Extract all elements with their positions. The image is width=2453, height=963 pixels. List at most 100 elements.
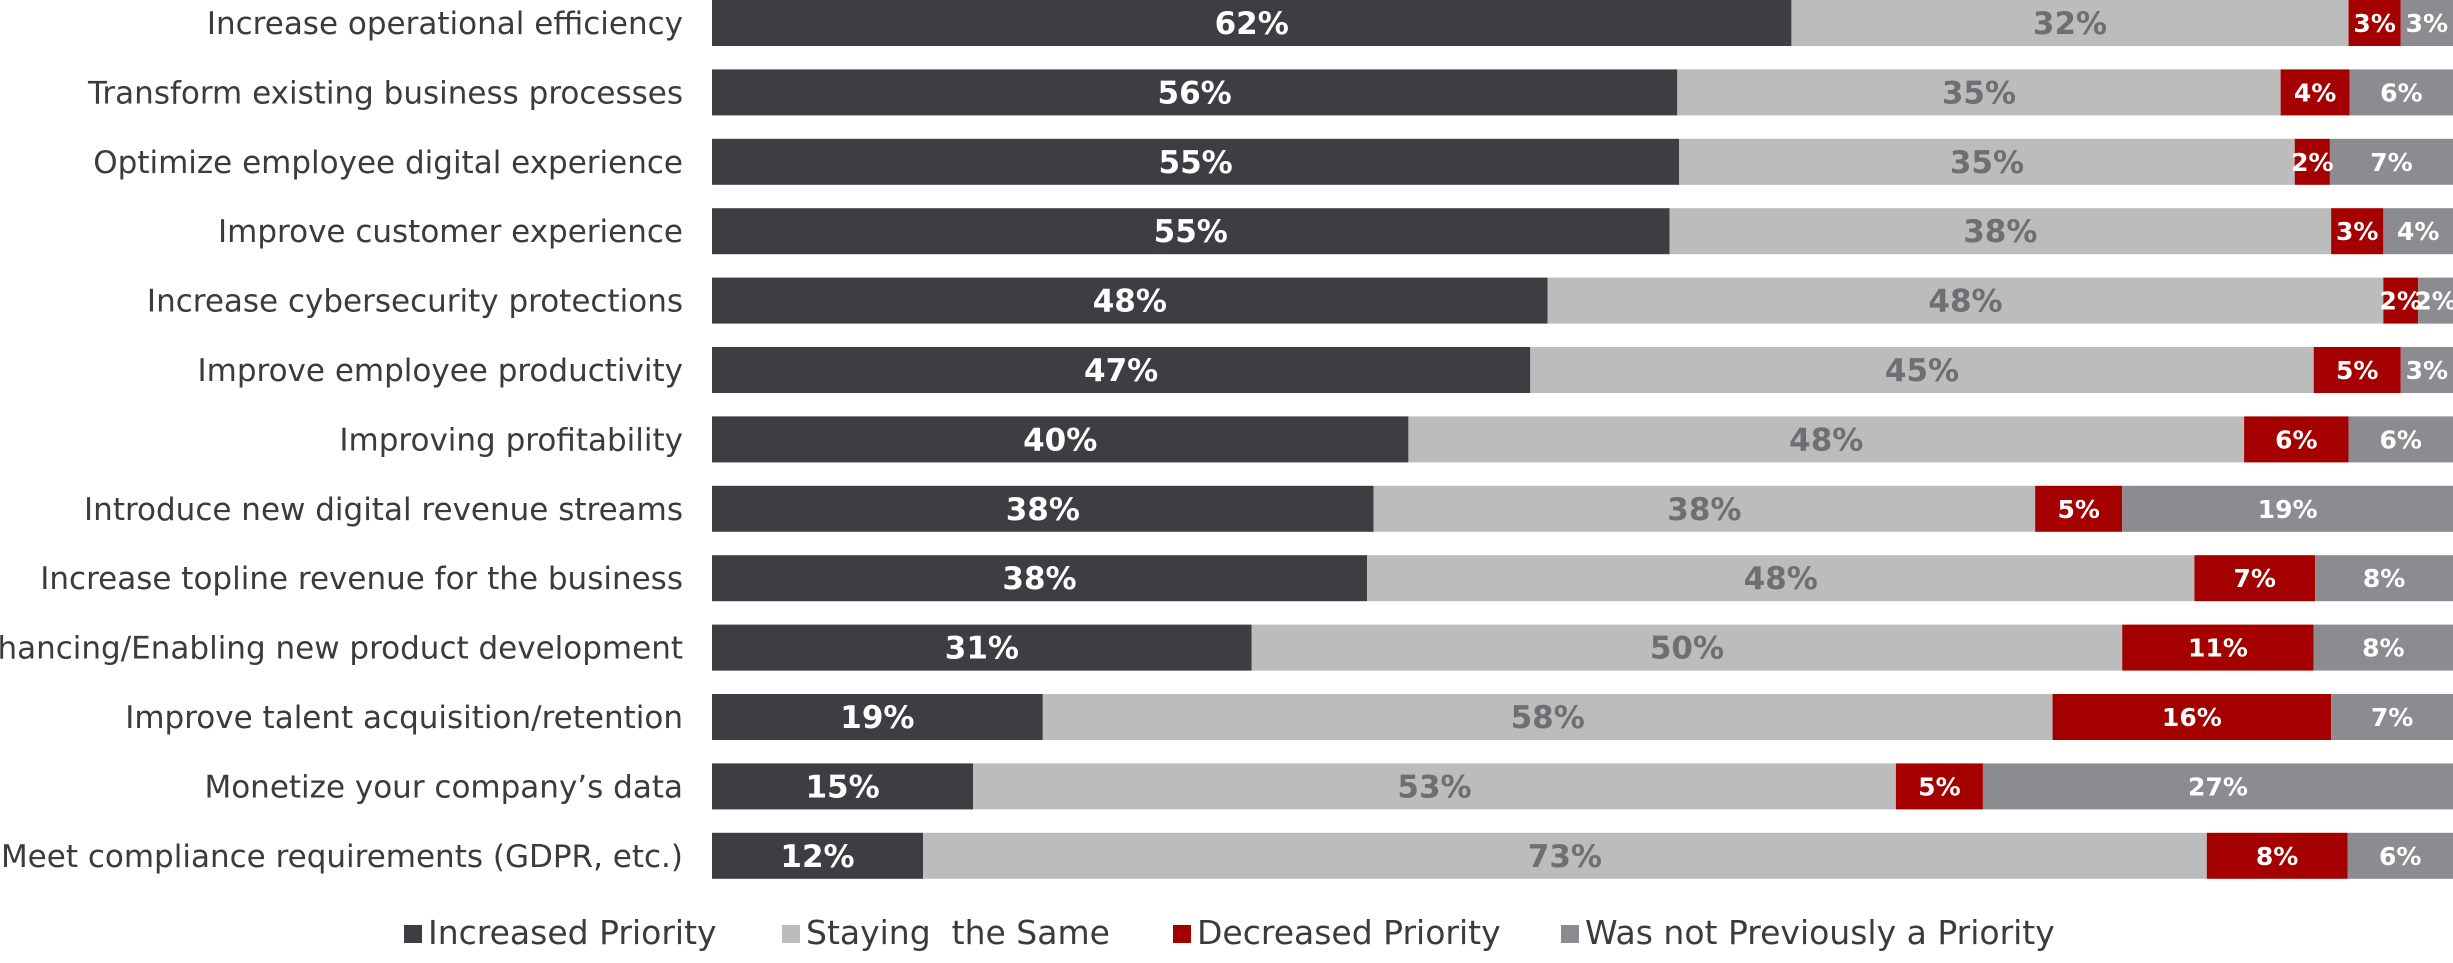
value-label-staying-the-same-3: 35% xyxy=(1950,145,2024,181)
value-label-was-not-previously-a-priority-11: 7% xyxy=(2371,703,2413,732)
bar-increased-priority-12 xyxy=(712,763,974,810)
category-label-improving-profitability: Improving profitability xyxy=(339,422,683,458)
bar-increased-priority-9 xyxy=(712,555,1368,602)
value-label-decreased-priority-11: 16% xyxy=(2162,703,2222,732)
legend-label-was-not-previously-a-priority: Was not Previously a Priority xyxy=(1585,913,2055,952)
bar-increased-priority-5 xyxy=(712,277,1548,324)
legend-label-decreased-priority: Decreased Priority xyxy=(1197,913,1501,952)
legend-swatch-was-not-previously-a-priority xyxy=(1561,925,1579,943)
legend-item-increased-priority: Increased Priority xyxy=(404,913,717,952)
category-label-transform-existing-business-processes: Transform existing business processes xyxy=(87,75,683,111)
value-label-was-not-previously-a-priority-2: 6% xyxy=(2380,78,2422,107)
value-label-was-not-previously-a-priority-5: 2% xyxy=(2414,287,2453,316)
value-label-decreased-priority-5: 2% xyxy=(2380,287,2422,316)
value-label-was-not-previously-a-priority-12: 27% xyxy=(2188,772,2248,801)
bar-staying-the-same-7 xyxy=(1408,416,2245,463)
category-labels: Increase operational efficiency Transform… xyxy=(0,6,683,875)
value-label-was-not-previously-a-priority-7: 6% xyxy=(2380,425,2422,454)
legend-label-staying-the-same: Staying the Same xyxy=(806,913,1110,952)
bar-increased-priority-6 xyxy=(712,347,1531,393)
bar-decreased-priority-12 xyxy=(1895,763,1983,810)
bar-decreased-priority-13 xyxy=(2206,832,2348,879)
bar-increased-priority-10 xyxy=(712,624,1252,671)
value-label-staying-the-same-6: 45% xyxy=(1885,353,1959,389)
bar-decreased-priority-3 xyxy=(2294,138,2330,185)
value-label-staying-the-same-2: 35% xyxy=(1942,75,2016,111)
bar-decreased-priority-5 xyxy=(2383,277,2419,324)
value-label-decreased-priority-12: 5% xyxy=(1918,772,1960,801)
bars xyxy=(712,0,2453,879)
bar-staying-the-same-3 xyxy=(1679,138,2295,185)
category-label-improve-talent-acquisition-retention: Improve talent acquisition/retention xyxy=(125,700,683,736)
category-label-improve-employee-productivity: Improve employee productivity xyxy=(198,353,684,389)
bar-increased-priority-3 xyxy=(712,138,1680,185)
category-label-enhancing-enabling-new-product-development: Enhancing/Enabling new product developme… xyxy=(0,631,683,667)
bar-staying-the-same-8 xyxy=(1373,485,2036,532)
bar-was-not-previously-a-priority-4 xyxy=(2383,208,2453,255)
bar-was-not-previously-a-priority-1 xyxy=(2400,0,2453,46)
bar-was-not-previously-a-priority-3 xyxy=(2329,138,2453,185)
bar-was-not-previously-a-priority-13 xyxy=(2347,832,2453,879)
value-label-increased-priority-7: 40% xyxy=(1023,422,1097,458)
value-label-decreased-priority-3: 2% xyxy=(2291,148,2333,177)
category-label-monetize-your-company-s-data: Monetize your company’s data xyxy=(204,769,683,805)
bar-staying-the-same-13 xyxy=(923,832,2207,879)
value-label-increased-priority-6: 47% xyxy=(1084,353,1158,389)
bar-staying-the-same-9 xyxy=(1367,555,2195,602)
bar-was-not-previously-a-priority-9 xyxy=(2315,555,2453,602)
legend-item-decreased-priority: Decreased Priority xyxy=(1173,913,1501,952)
value-label-staying-the-same-4: 38% xyxy=(1963,214,2037,250)
bar-decreased-priority-8 xyxy=(2035,485,2123,532)
bar-increased-priority-13 xyxy=(712,832,924,879)
value-label-was-not-previously-a-priority-9: 8% xyxy=(2363,564,2405,593)
value-label-was-not-previously-a-priority-4: 4% xyxy=(2397,217,2439,246)
bar-staying-the-same-5 xyxy=(1547,277,2384,324)
value-label-increased-priority-8: 38% xyxy=(1006,492,1080,528)
bar-was-not-previously-a-priority-11 xyxy=(2331,694,2453,740)
bar-decreased-priority-6 xyxy=(2313,347,2401,393)
value-label-increased-priority-9: 38% xyxy=(1002,561,1076,597)
value-label-increased-priority-3: 55% xyxy=(1159,145,1233,181)
value-label-staying-the-same-10: 50% xyxy=(1650,631,1724,667)
value-label-increased-priority-4: 55% xyxy=(1154,214,1228,250)
category-label-optimize-employee-digital-experience: Optimize employee digital experience xyxy=(93,145,683,181)
bar-staying-the-same-2 xyxy=(1677,69,2281,116)
value-label-staying-the-same-8: 38% xyxy=(1667,492,1741,528)
bar-was-not-previously-a-priority-8 xyxy=(2122,485,2453,532)
value-labels: 62% 32% 3% 3% 56% 35% 4% 6% 55% 35% 2% 7% 55% 38% 3% 4%… xyxy=(780,6,2453,875)
bar-increased-priority-11 xyxy=(712,694,1043,740)
bar-was-not-previously-a-priority-7 xyxy=(2348,416,2453,463)
legend-swatch-decreased-priority xyxy=(1173,925,1191,943)
bar-was-not-previously-a-priority-5 xyxy=(2418,277,2453,324)
bar-staying-the-same-4 xyxy=(1669,208,2332,255)
value-label-was-not-previously-a-priority-13: 6% xyxy=(2379,842,2421,871)
category-label-introduce-new-digital-revenue-streams: Introduce new digital revenue streams xyxy=(84,492,683,528)
value-label-increased-priority-1: 62% xyxy=(1215,6,1289,42)
bar-staying-the-same-11 xyxy=(1042,694,2053,740)
category-label-improve-customer-experience: Improve customer experience xyxy=(218,214,683,250)
value-label-was-not-previously-a-priority-3: 7% xyxy=(2370,148,2412,177)
value-label-was-not-previously-a-priority-10: 8% xyxy=(2362,634,2404,663)
value-label-decreased-priority-9: 7% xyxy=(2234,564,2276,593)
value-label-staying-the-same-7: 48% xyxy=(1789,422,1863,458)
bar-decreased-priority-11 xyxy=(2052,694,2332,740)
value-label-increased-priority-10: 31% xyxy=(945,631,1019,667)
legend-swatch-staying-the-same xyxy=(782,925,800,943)
bar-increased-priority-7 xyxy=(712,416,1409,463)
bar-was-not-previously-a-priority-2 xyxy=(2349,69,2453,116)
value-label-was-not-previously-a-priority-8: 19% xyxy=(2258,495,2318,524)
bar-increased-priority-1 xyxy=(712,0,1792,46)
category-label-increase-topline-revenue-for-the-business: Increase topline revenue for the busines… xyxy=(40,561,683,597)
bar-increased-priority-4 xyxy=(712,208,1670,255)
value-label-decreased-priority-13: 8% xyxy=(2256,842,2298,871)
value-label-decreased-priority-4: 3% xyxy=(2336,217,2378,246)
bar-decreased-priority-10 xyxy=(2122,624,2314,671)
value-label-decreased-priority-6: 5% xyxy=(2336,356,2378,385)
value-label-was-not-previously-a-priority-1: 3% xyxy=(2406,9,2448,38)
value-label-increased-priority-13: 12% xyxy=(780,839,854,875)
bar-was-not-previously-a-priority-10 xyxy=(2313,624,2453,671)
value-label-increased-priority-2: 56% xyxy=(1158,75,1232,111)
value-label-was-not-previously-a-priority-6: 3% xyxy=(2406,356,2448,385)
bar-decreased-priority-9 xyxy=(2194,555,2316,602)
